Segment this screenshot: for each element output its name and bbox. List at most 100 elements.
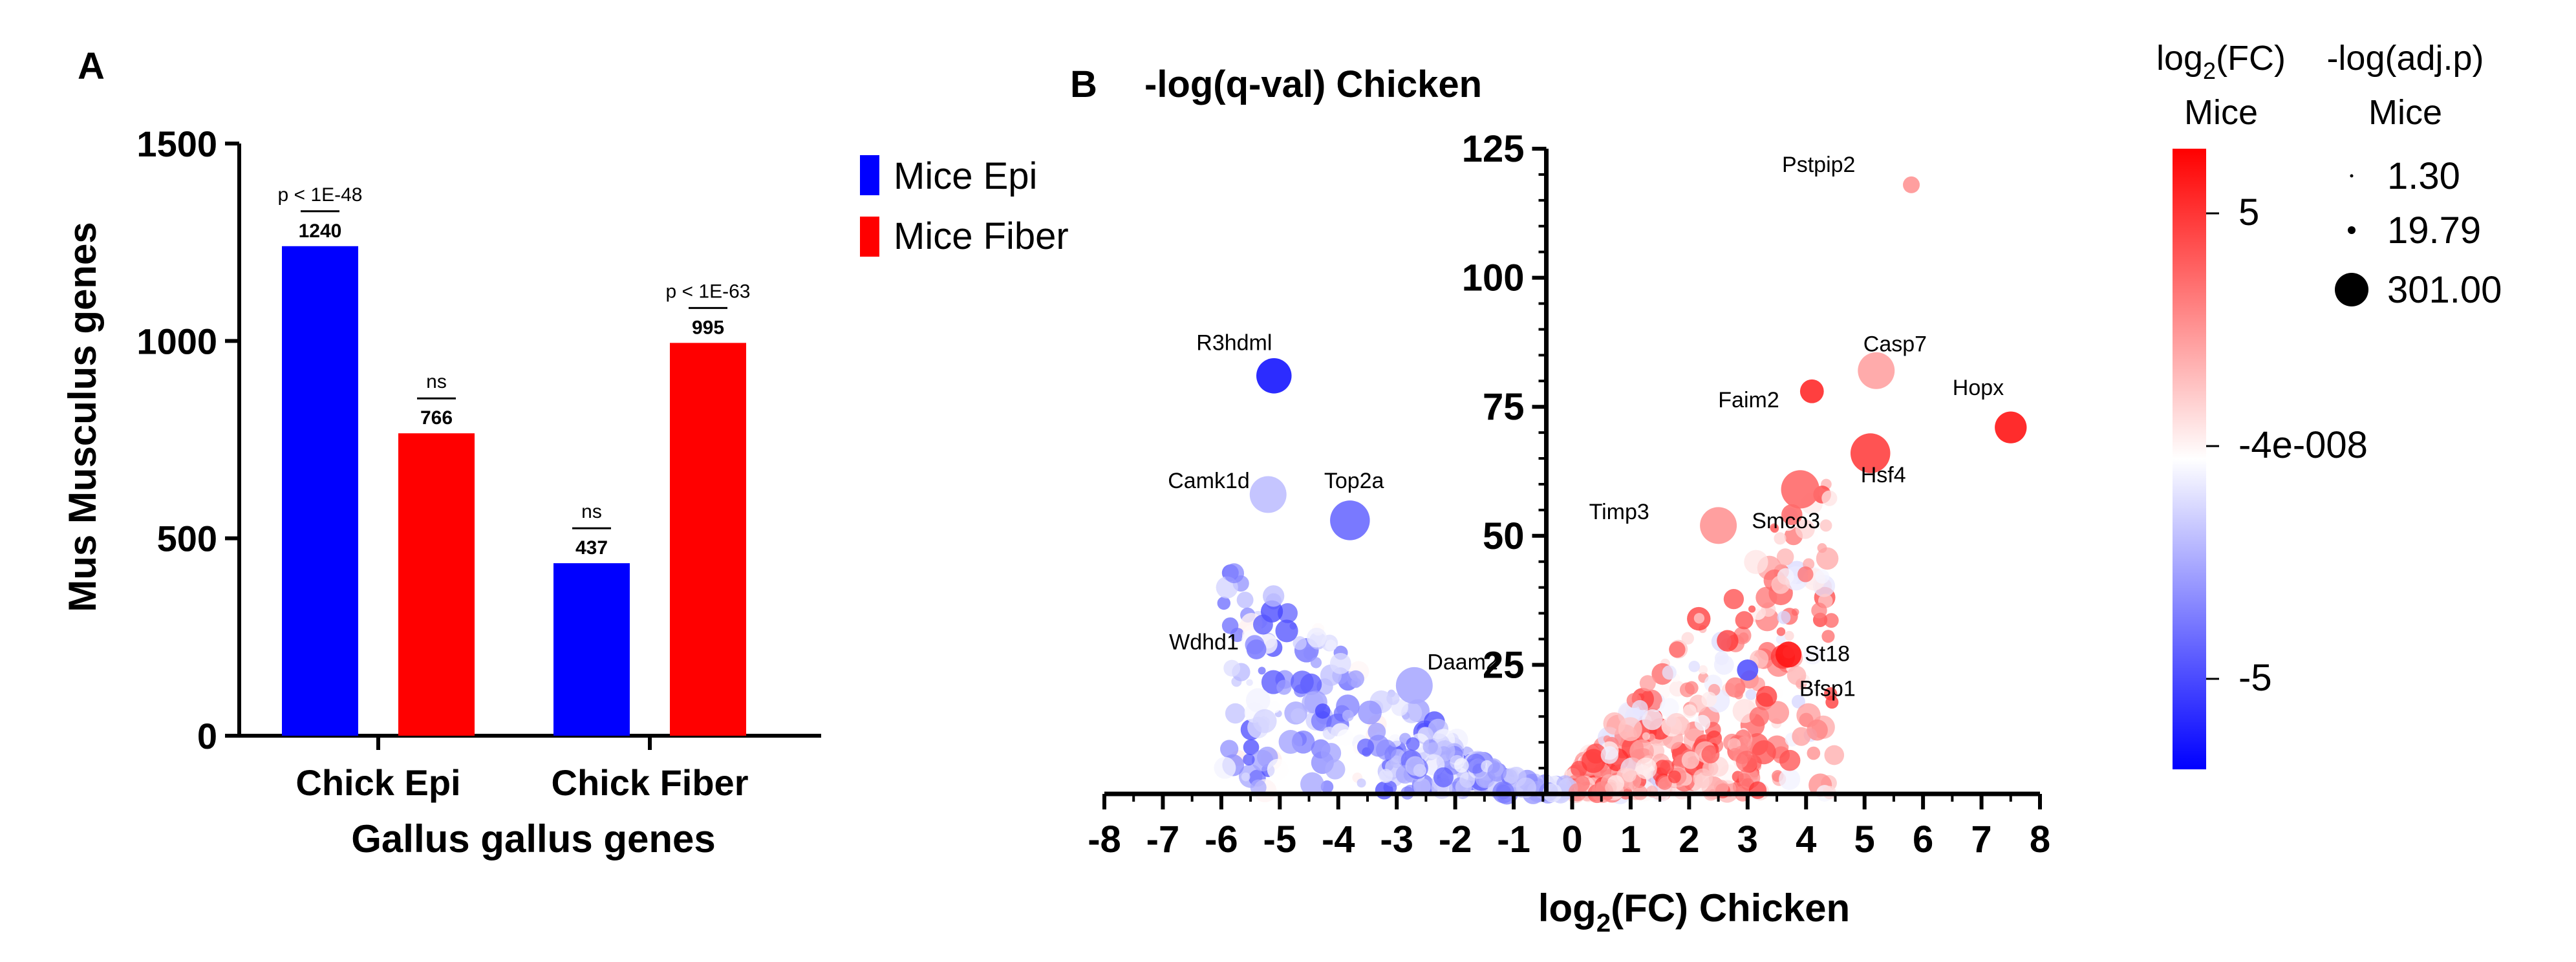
scatter-point (1465, 753, 1487, 774)
bar-y-tick-label: 0 (197, 716, 217, 756)
scatter-x-tick-label: 5 (1854, 818, 1875, 860)
scatter-point (1603, 735, 1611, 743)
scatter-point (1748, 781, 1767, 799)
scatter-point (1635, 757, 1657, 780)
scatter-point (1220, 740, 1239, 758)
size-legend-label-medium: 19.79 (2387, 209, 2481, 251)
scatter-point (1605, 782, 1617, 794)
size-legend-dot-small (2350, 174, 2354, 178)
scatter-point (1291, 708, 1306, 723)
scatter-point (1307, 628, 1327, 648)
scatter-x-tick-label: 2 (1679, 818, 1699, 860)
colorbar-title-line1: log2(FC) (2156, 39, 2286, 84)
scatter-point (1336, 694, 1360, 718)
scatter-point (1748, 605, 1756, 613)
bar-y-tick-label: 1000 (136, 321, 217, 361)
scatter-point (1821, 630, 1835, 643)
scatter-point (1694, 714, 1711, 731)
scatter-point-smco3 (1781, 470, 1819, 509)
scatter-point-hsf4 (1850, 433, 1891, 473)
scatter-x-tick-label: -8 (1088, 818, 1121, 860)
scatter-point (1811, 603, 1827, 619)
scatter-x-tick-label: -5 (1263, 818, 1297, 860)
scatter-point (1815, 569, 1830, 584)
scatter-point (1799, 712, 1814, 727)
scatter-point (1642, 709, 1663, 731)
scatter-point (1269, 701, 1281, 714)
scatter-point-camk1d (1249, 476, 1287, 513)
scatter-point (1784, 630, 1794, 641)
panel-a-bar-chart: A 0 500 1000 1500 Chick Epi Chick Fiber 1240 p… (61, 45, 1069, 860)
bar (282, 246, 358, 736)
scatter-point-pstpip2 (1903, 176, 1920, 193)
bar-x-tick-label: Chick Fiber (552, 762, 749, 803)
scatter-point (1745, 689, 1757, 700)
scatter-x-tick-label: 3 (1737, 818, 1758, 860)
bar-x-tick-label: Chick Epi (295, 762, 460, 803)
scatter-x-tick-label: -4 (1322, 818, 1355, 860)
gene-label: Hsf4 (1861, 463, 1906, 487)
scatter-point (1781, 504, 1803, 526)
panel-b-title: -log(q-val) Chicken (1144, 63, 1482, 105)
colorbar-title-line2: Mice (2184, 93, 2258, 132)
scatter-point (1241, 772, 1250, 782)
scatter-point (1723, 589, 1744, 610)
scatter-point (1245, 688, 1271, 713)
scatter-point (1454, 758, 1469, 773)
scatter-y-tick-label: 25 (1483, 644, 1525, 686)
panel-a-letter: A (78, 45, 105, 87)
panel-b-letter: B (1070, 63, 1097, 105)
scatter-point (1776, 548, 1794, 566)
scatter-point (1310, 657, 1322, 668)
size-legend-title-line1: -log(adj.p) (2326, 39, 2484, 78)
scatter-x-tick-label: 0 (1562, 818, 1582, 860)
scatter-point (1225, 703, 1246, 724)
scatter-point (1776, 634, 1786, 645)
scatter-point (1666, 712, 1688, 735)
scatter-point (1303, 647, 1316, 660)
scatter-point (1819, 519, 1832, 532)
scatter-point (1681, 632, 1694, 645)
scatter-point (1752, 740, 1776, 765)
scatter-point (1455, 778, 1472, 796)
scatter-point (1701, 745, 1720, 764)
scatter-point (1278, 730, 1303, 754)
size-legend-label-large: 301.00 (2387, 269, 2502, 311)
scatter-point (1300, 772, 1324, 796)
size-legend-title-line2: Mice (2368, 93, 2442, 132)
significance-label: p < 1E-48 (278, 184, 363, 206)
scatter-point (1413, 778, 1431, 796)
legend-label-mice-epi: Mice Epi (894, 155, 1037, 197)
scatter-point (1214, 756, 1236, 779)
scatter-point-bfsp1 (1737, 659, 1759, 681)
scatter-point (1258, 667, 1266, 675)
scatter-point (1595, 782, 1608, 794)
gene-label: Wdhd1 (1169, 630, 1239, 654)
scatter-point (1823, 687, 1838, 701)
scatter-x-tick-label: -3 (1380, 818, 1413, 860)
legend-swatch-mice-epi (860, 155, 879, 195)
scatter-point (1357, 778, 1366, 788)
scatter-point (1807, 746, 1821, 760)
scatter-y-tick-label: 125 (1462, 128, 1525, 170)
scatter-point (1325, 759, 1346, 780)
scatter-x-tick-label: -7 (1146, 818, 1180, 860)
significance-label: p < 1E-63 (666, 281, 751, 302)
scatter-point (1293, 636, 1307, 650)
scatter-point (1766, 701, 1790, 724)
gene-label: Top2a (1324, 469, 1384, 493)
scatter-point (1774, 532, 1787, 545)
scatter-x-tick-label: -6 (1205, 818, 1238, 860)
colorbar-gradient (2173, 149, 2206, 769)
scatter-point (1224, 563, 1245, 584)
scatter-point (1823, 613, 1839, 628)
scatter-point (1250, 779, 1267, 796)
scatter-point (1386, 692, 1400, 705)
scatter-point (1642, 732, 1650, 740)
scatter-point (1383, 780, 1397, 795)
colorbar-tick-high: 5 (2238, 191, 2259, 233)
scatter-point (1230, 627, 1245, 643)
scatter-point (1320, 743, 1342, 764)
scatter-point (1807, 719, 1828, 741)
gene-label: R3hdml (1196, 330, 1272, 355)
